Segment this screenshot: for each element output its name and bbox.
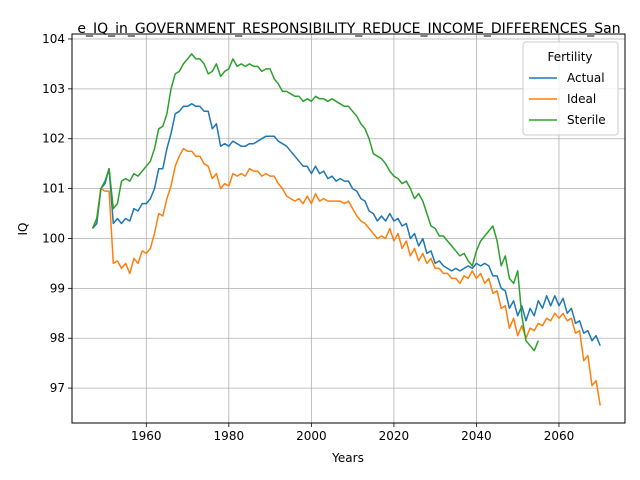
series-line-ideal <box>91 147 601 406</box>
legend-box <box>522 41 619 136</box>
y-tick-label: 101 <box>42 182 65 196</box>
y-axis: 97 98 99 100 101 102 103 104 <box>42 32 72 395</box>
legend-label-actual: Actual <box>567 71 605 85</box>
x-tick-label: 2040 <box>461 429 492 443</box>
chart-title: e_IQ_in_GOVERNMENT_RESPONSIBILITY_REDUCE… <box>77 21 620 37</box>
legend-label-ideal: Ideal <box>567 92 596 106</box>
grid <box>72 34 625 423</box>
legend: Fertility Actual Ideal Sterile <box>522 41 619 136</box>
series-line-actual <box>92 103 601 346</box>
x-axis: 1960 1980 2000 2020 2040 2060 <box>131 423 574 443</box>
x-tick-label: 1980 <box>214 429 245 443</box>
legend-title: Fertility <box>547 50 592 64</box>
y-axis-label: IQ <box>16 223 30 236</box>
y-tick-label: 103 <box>42 82 65 96</box>
x-axis-label: Years <box>331 451 364 465</box>
y-tick-label: 102 <box>42 132 65 146</box>
y-tick-label: 98 <box>50 331 65 345</box>
x-tick-label: 2000 <box>296 429 327 443</box>
x-tick-label: 2020 <box>379 429 410 443</box>
series-lines <box>91 53 601 406</box>
y-tick-label: 99 <box>50 281 65 295</box>
legend-label-sterile: Sterile <box>567 113 606 127</box>
series-line-sterile <box>91 53 539 352</box>
legend-entries: Actual Ideal Sterile <box>529 71 606 127</box>
plot-frame <box>71 33 626 424</box>
x-tick-label: 2060 <box>544 429 575 443</box>
y-tick-label: 97 <box>50 381 65 395</box>
y-tick-label: 104 <box>42 32 65 46</box>
x-tick-label: 1960 <box>131 429 162 443</box>
y-tick-label: 100 <box>42 231 65 245</box>
